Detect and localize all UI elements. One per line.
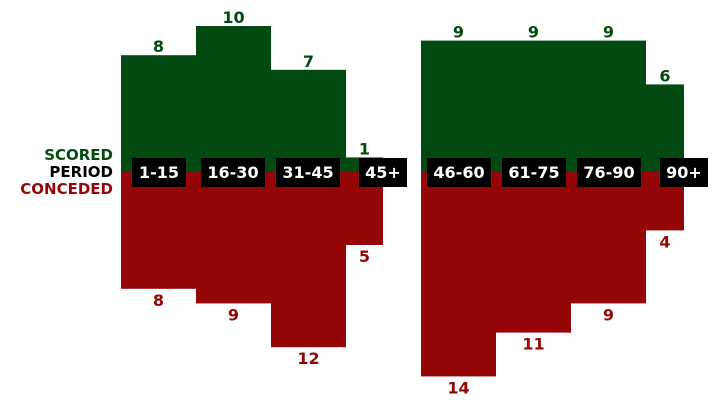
period-tick-label-31-45: 31-45 bbox=[282, 163, 333, 182]
period-tick-label-45+: 45+ bbox=[365, 163, 401, 182]
conceded-legend-label: CONCEDED bbox=[20, 180, 113, 198]
period-label-box-1-15 bbox=[132, 158, 186, 187]
period-label-box-76-90 bbox=[577, 158, 641, 187]
conceded-value-label-90+: 4 bbox=[659, 232, 670, 251]
conceded-bar-61-75 bbox=[496, 172, 571, 333]
period-tick-label-46-60: 46-60 bbox=[433, 163, 484, 182]
period-label-box-90+ bbox=[660, 158, 708, 187]
scored-value-label-45+: 1 bbox=[359, 139, 370, 158]
conceded-bar-1-15 bbox=[121, 172, 196, 289]
period-label-box-61-75 bbox=[502, 158, 566, 187]
period-label-box-16-30 bbox=[201, 158, 265, 187]
conceded-value-label-31-45: 12 bbox=[297, 349, 319, 368]
scored-bar-1-15 bbox=[121, 55, 196, 173]
conceded-value-label-16-30: 9 bbox=[228, 305, 239, 324]
period-tick-label-1-15: 1-15 bbox=[139, 163, 179, 182]
scored-value-label-31-45: 7 bbox=[303, 52, 314, 71]
scored-value-label-61-75: 9 bbox=[528, 23, 539, 42]
period-label-box-45+ bbox=[359, 158, 407, 187]
conceded-value-label-46-60: 14 bbox=[447, 378, 469, 397]
conceded-bar-76-90 bbox=[571, 172, 646, 304]
scored-bar-16-30 bbox=[196, 26, 271, 172]
conceded-bar-46-60 bbox=[421, 172, 496, 377]
period-label-box-31-45 bbox=[276, 158, 340, 187]
conceded-bar-16-30 bbox=[196, 172, 271, 304]
period-tick-label-76-90: 76-90 bbox=[583, 163, 634, 182]
conceded-value-label-45+: 5 bbox=[359, 247, 370, 266]
scored-value-label-16-30: 10 bbox=[222, 8, 244, 27]
scored-value-label-76-90: 9 bbox=[603, 23, 614, 42]
scored-value-label-1-15: 8 bbox=[153, 37, 164, 56]
conceded-value-label-76-90: 9 bbox=[603, 305, 614, 324]
conceded-value-label-1-15: 8 bbox=[153, 291, 164, 310]
scored-value-label-46-60: 9 bbox=[453, 23, 464, 42]
scored-bar-61-75 bbox=[496, 40, 571, 172]
conceded-bar-31-45 bbox=[271, 172, 346, 348]
scored-value-label-90+: 6 bbox=[659, 66, 670, 85]
scored-bar-46-60 bbox=[421, 40, 496, 172]
period-label-box-46-60 bbox=[427, 158, 491, 187]
scored-bar-90+ bbox=[646, 84, 684, 172]
scored-legend-label: SCORED bbox=[44, 146, 113, 164]
period-axis-label: PERIOD bbox=[49, 163, 113, 181]
scored-bar-76-90 bbox=[571, 40, 646, 172]
period-tick-label-16-30: 16-30 bbox=[207, 163, 258, 182]
period-tick-label-61-75: 61-75 bbox=[508, 163, 559, 182]
conceded-value-label-61-75: 11 bbox=[522, 335, 544, 354]
scored-bar-31-45 bbox=[271, 69, 346, 172]
period-tick-label-90+: 90+ bbox=[666, 163, 702, 182]
